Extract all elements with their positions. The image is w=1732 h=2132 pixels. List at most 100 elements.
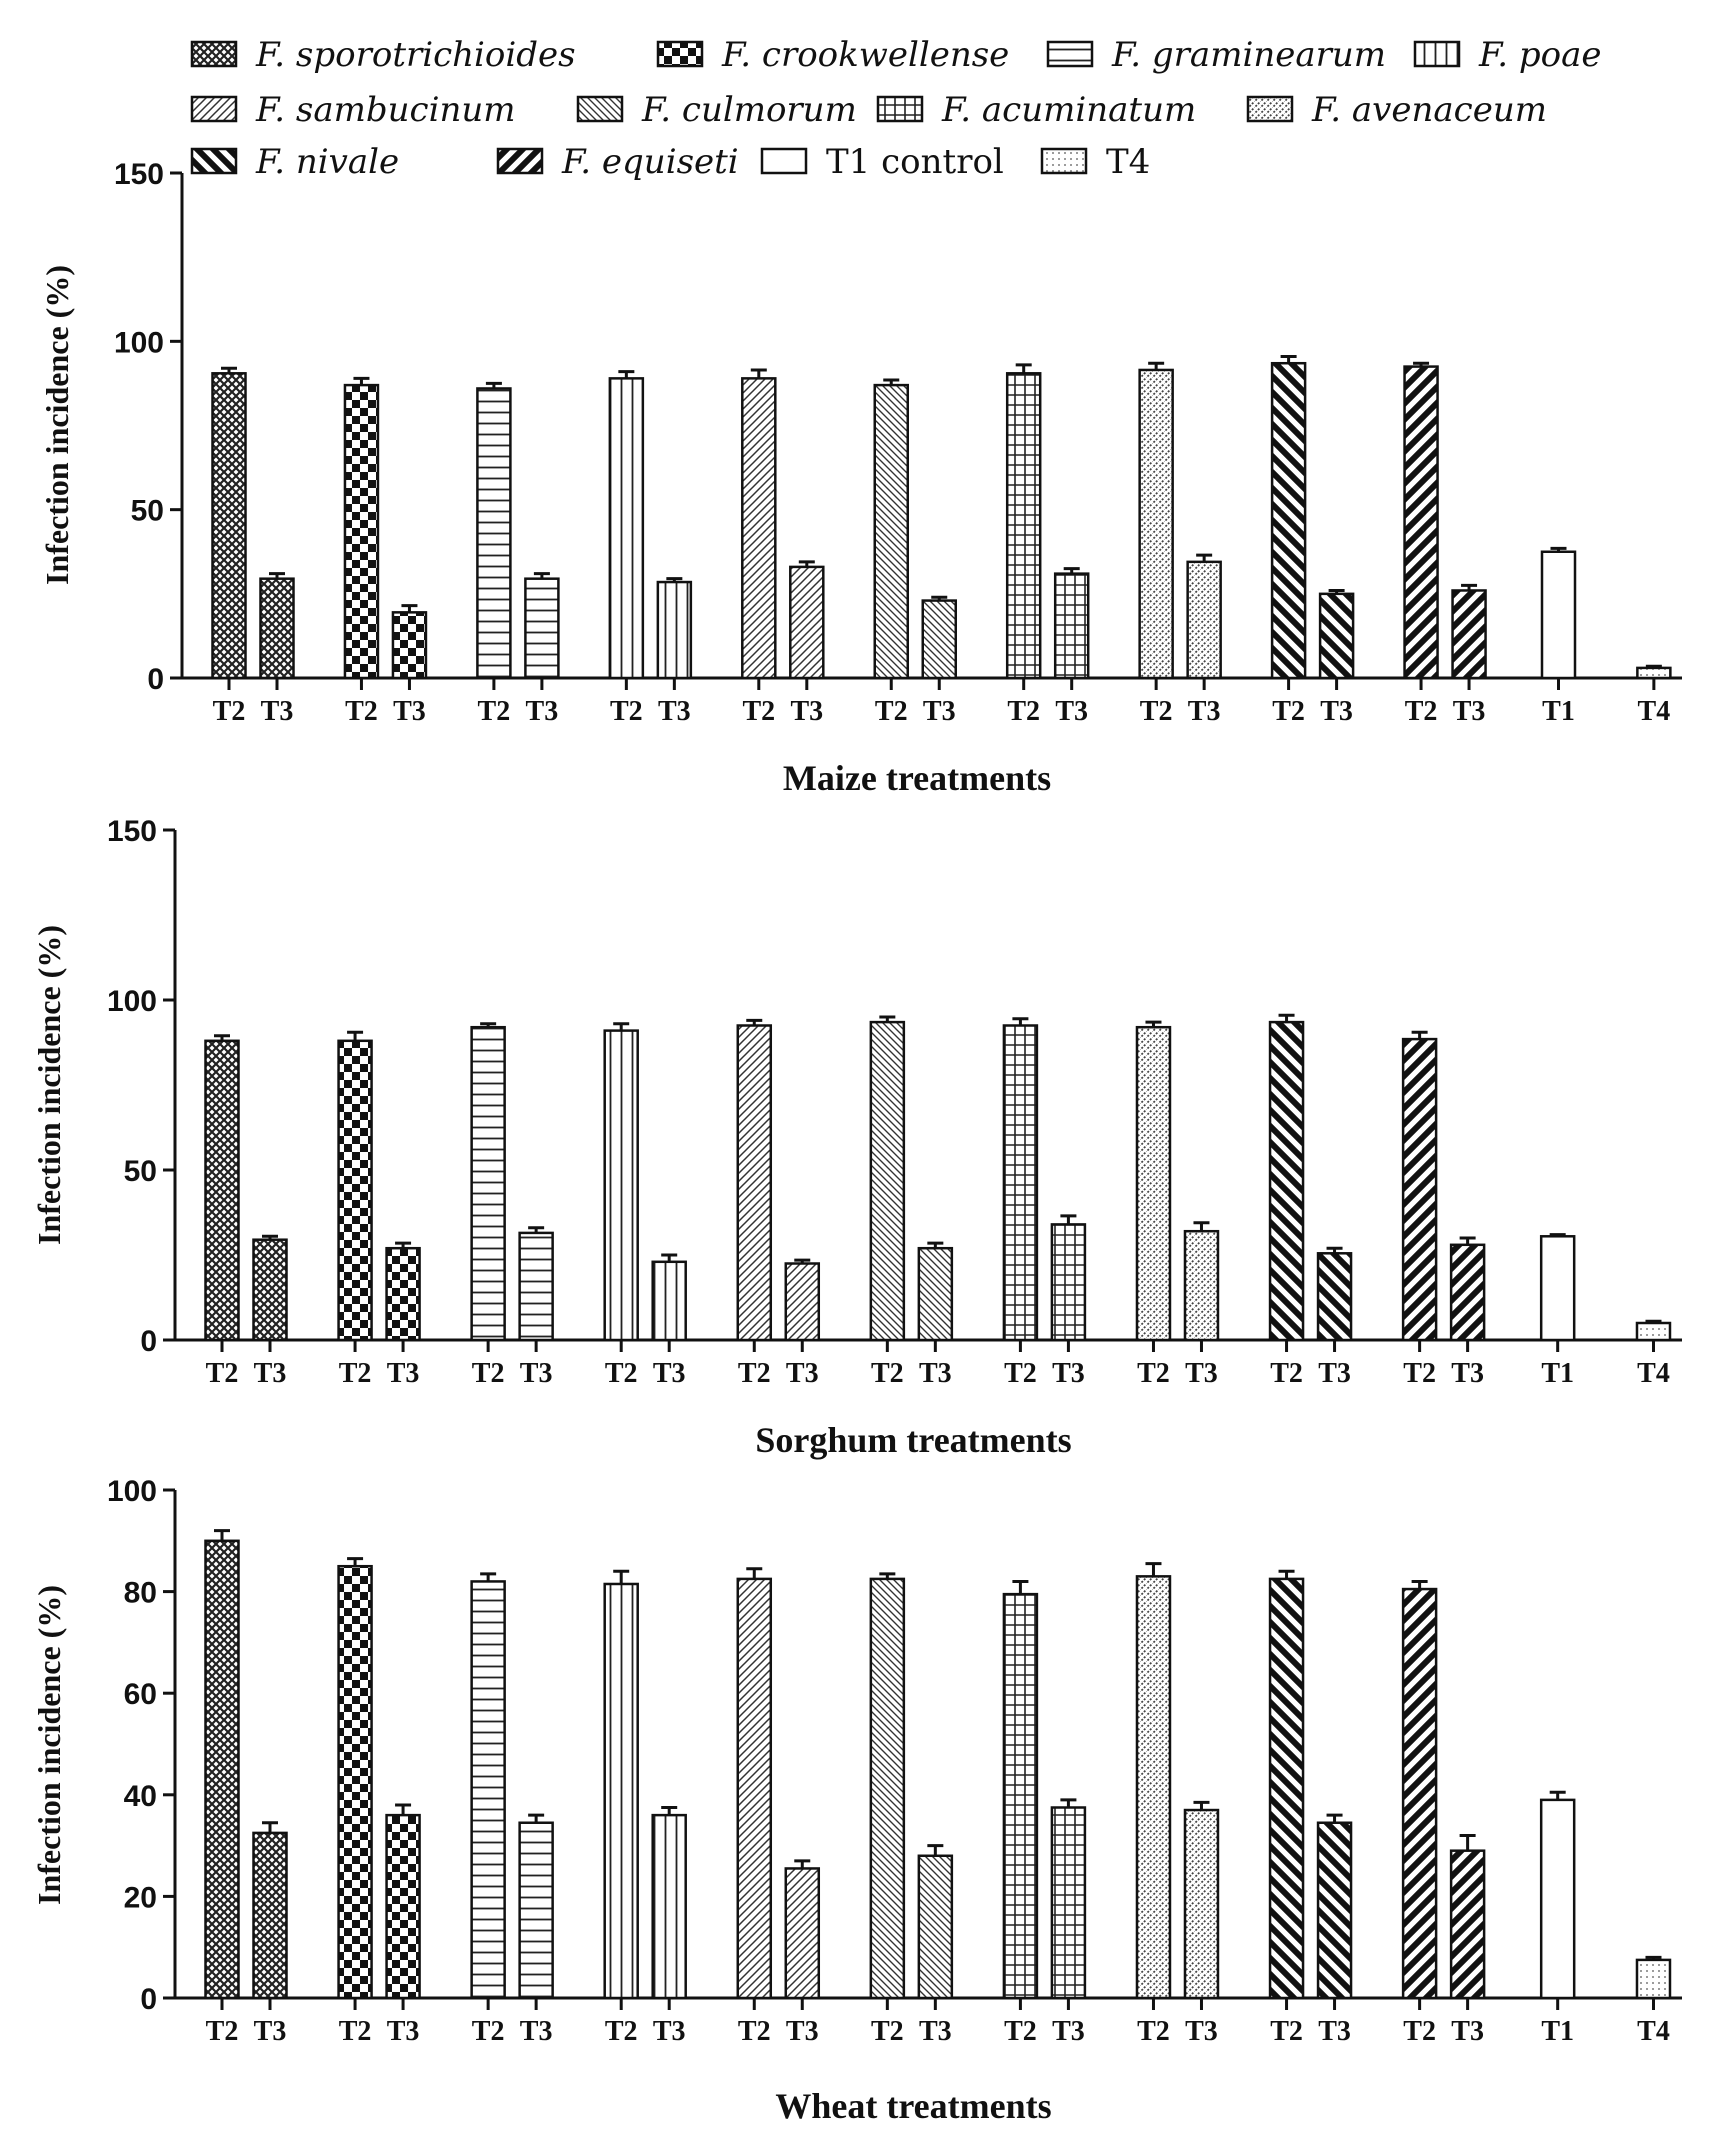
bar-t2-2 [337,1564,373,2000]
legend-item-7-swatch [1246,95,1294,123]
error-bar [798,560,815,567]
x-tick-label: T2 [1403,2016,1436,2047]
bar-t3-3 [391,611,428,680]
x-tick-label: T3 [261,696,294,727]
bar-t3-19 [1449,1849,1486,2000]
x-tick-label: T1 [1542,696,1575,727]
x-tick-label: T3 [1320,696,1353,727]
error-bar [1645,664,1662,668]
error-bar [347,1557,364,1567]
x-tick-label: T3 [919,2016,952,2047]
bar-t2-18 [1403,365,1439,680]
x-tick-label: T3 [653,1358,686,1389]
bar-t2-4 [470,1025,506,1342]
error-bar [666,577,683,583]
x-axis-title: Wheat treatments [775,2086,1051,2126]
bar-t1-20 [1539,1235,1576,1342]
x-tick-label: T1 [1541,2016,1574,2047]
x-tick-label: T3 [919,1358,952,1389]
bar-t3-17 [1316,1821,1353,2000]
x-tick-label: T2 [206,2016,239,2047]
x-tick-label: T2 [345,696,378,727]
error-bar [1193,1800,1210,1811]
y-axis-title: Infection incidence (%) [31,1585,67,1905]
bar-t2-14 [1135,1575,1172,2000]
x-tick-label: T3 [520,1358,553,1389]
x-tick-label: T3 [1318,2016,1351,2047]
legend-item-4-label: F. sambucinum [255,90,515,130]
y-tick-label: 50 [124,1155,157,1188]
error-bar [746,1018,763,1026]
bar-t3-13 [1053,572,1090,680]
x-tick-label: T2 [1140,696,1173,727]
bar-t3-1 [252,1831,288,2000]
x-tick-label: T3 [387,1358,420,1389]
x-tick-label: T3 [526,696,559,727]
error-bar [214,1529,230,1541]
y-tick-label: 0 [140,1325,157,1358]
x-tick-label: T2 [1004,2016,1037,2047]
error-bar [1411,1030,1428,1040]
x-tick-label: T1 [1541,1358,1574,1389]
bar-t2-18 [1401,1587,1438,2000]
chart-panel-2: 0 20 40 60 80 100 T2 T3 T2 T3 T2 T3 T2 T3 T2 T3 T2 T3 T2 T3… [31,1475,1682,2126]
error-bar [1550,546,1567,552]
bar-t2-14 [1135,1025,1172,1342]
x-tick-label: T2 [738,1358,771,1389]
x-tick-label: T3 [1318,1358,1351,1389]
bar-t3-19 [1451,589,1487,680]
bar-t2-10 [873,383,909,680]
x-tick-label: T2 [738,2016,771,2047]
x-tick-label: T2 [605,1358,638,1389]
bar-t2-14 [1138,368,1174,680]
y-tick-label: 40 [124,1780,157,1813]
legend-item-6-swatch [876,95,924,123]
error-bar [269,572,285,579]
bar-t3-11 [917,1246,954,1342]
error-bar [1326,1813,1343,1823]
y-tick-label: 150 [107,815,157,848]
x-tick-label: T2 [339,2016,372,2047]
error-bar [528,1813,545,1823]
x-tick-label: T3 [653,2016,686,2047]
error-bar [750,368,767,379]
x-tick-label: T3 [786,2016,819,2047]
bar-t2-2 [343,383,380,680]
error-bar [1645,1955,1662,1960]
bar-t2-12 [1002,1592,1039,2000]
legend-item-4-swatch [190,95,238,123]
bar-t3-7 [651,1813,687,2000]
x-tick-label: T2 [1272,696,1305,727]
bar-t3-9 [784,1262,821,1342]
bar-t1-20 [1540,550,1577,680]
error-bar [1328,588,1345,594]
x-tick-label: T4 [1637,1358,1670,1389]
bar-t3-1 [259,577,295,680]
legend-item-1-swatch [656,40,704,68]
error-bar [353,376,370,386]
bar-t3-1 [252,1238,288,1342]
error-bar [480,1572,497,1582]
legend-item-2-label: F. graminearum [1111,35,1386,75]
x-tick-label: T2 [871,1358,904,1389]
x-axis-title: Maize treatments [783,758,1051,798]
legend-item-1-label: F. crookwellense [721,35,1009,75]
bar-t3-3 [385,1813,421,2000]
x-tick-label: T2 [472,1358,505,1389]
error-bar [262,1234,278,1240]
y-axis-title: Infection incidence (%) [31,925,67,1245]
y-tick-label: 150 [114,158,164,191]
bar-t3-7 [651,1260,687,1342]
bar-t4-21 [1635,1958,1672,2000]
bar-t2-4 [476,387,512,680]
x-tick-label: T2 [875,696,908,727]
error-bar [1012,1017,1029,1026]
error-bar [746,1567,763,1579]
error-bar [395,1803,412,1816]
error-bar [1060,1798,1077,1808]
error-bar [927,1844,944,1856]
bar-t2-16 [1268,1020,1305,1342]
error-bar [1196,553,1213,562]
legend-item-0-swatch [190,40,238,68]
chart-panel-0: 0 50 100 150 T2 T3 T2 T3 T2 T3 T2 T3 T2 T3 T2 T3 T2 T3 T2 T… [39,158,1682,798]
